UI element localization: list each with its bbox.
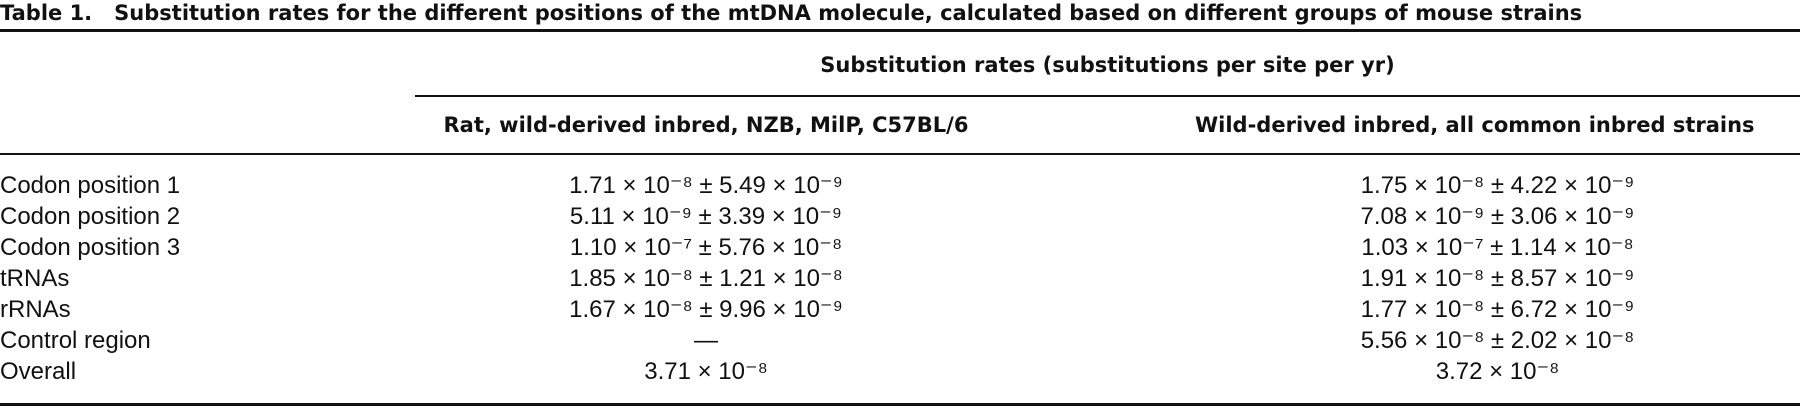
table-row: Control region — 5.56 × 10⁻⁸ ± 2.02 × 10…: [0, 327, 1800, 358]
table-row: Codon position 1 1.71 × 10⁻⁸ ± 5.49 × 10…: [0, 172, 1800, 203]
rate-cell-rat-group: 1.71 × 10⁻⁸ ± 5.49 × 10⁻⁹: [569, 172, 843, 199]
rate-cell-rat-group: —: [694, 327, 718, 354]
column-header-common-inbred-group: Wild-derived inbred, all common inbred s…: [1195, 113, 1755, 137]
rate-cell-common-inbred-group: 1.77 × 10⁻⁸ ± 6.72 × 10⁻⁹: [1360, 296, 1635, 323]
row-label: Codon position 1: [0, 172, 181, 199]
row-label: Codon position 2: [0, 203, 181, 230]
row-label: tRNAs: [0, 265, 70, 292]
table-row: Codon position 3 1.10 × 10⁻⁷ ± 5.76 × 10…: [0, 234, 1800, 265]
rate-cell-rat-group: 1.67 × 10⁻⁸ ± 9.96 × 10⁻⁹: [569, 296, 843, 323]
table-caption-label: Table 1.: [0, 1, 93, 25]
rate-cell-common-inbred-group: 5.56 × 10⁻⁸ ± 2.02 × 10⁻⁸: [1360, 327, 1635, 354]
top-rule: [0, 29, 1800, 32]
spanning-column-header: Substitution rates (substitutions per si…: [820, 53, 1395, 77]
spanner-rule: [415, 95, 1800, 97]
table-row: Overall 3.71 × 10⁻⁸ 3.72 × 10⁻⁸: [0, 358, 1800, 389]
row-label: Codon position 3: [0, 234, 181, 261]
row-label: rRNAs: [0, 296, 71, 323]
bottom-rule: [0, 403, 1800, 406]
table-row: tRNAs 1.85 × 10⁻⁸ ± 1.21 × 10⁻⁸ 1.91 × 1…: [0, 265, 1800, 296]
table-body: Codon position 1 1.71 × 10⁻⁸ ± 5.49 × 10…: [0, 172, 1800, 389]
rate-cell-rat-group: 5.11 × 10⁻⁹ ± 3.39 × 10⁻⁹: [569, 203, 843, 230]
row-label: Control region: [0, 327, 151, 354]
rate-cell-common-inbred-group: 1.75 × 10⁻⁸ ± 4.22 × 10⁻⁹: [1360, 172, 1635, 199]
rate-cell-rat-group: 1.85 × 10⁻⁸ ± 1.21 × 10⁻⁸: [569, 265, 843, 292]
rate-cell-common-inbred-group: 3.72 × 10⁻⁸: [1435, 358, 1560, 385]
table-row: Codon position 2 5.11 × 10⁻⁹ ± 3.39 × 10…: [0, 203, 1800, 234]
table-caption-text: Substitution rates for the different pos…: [114, 1, 1583, 25]
row-label: Overall: [0, 358, 77, 385]
column-header-rat-group: Rat, wild-derived inbred, NZB, MilP, C57…: [443, 113, 969, 137]
table-row: rRNAs 1.67 × 10⁻⁸ ± 9.96 × 10⁻⁹ 1.77 × 1…: [0, 296, 1800, 327]
header-rule: [0, 153, 1800, 155]
rate-cell-common-inbred-group: 1.91 × 10⁻⁸ ± 8.57 × 10⁻⁹: [1360, 265, 1635, 292]
rate-cell-rat-group: 1.10 × 10⁻⁷ ± 5.76 × 10⁻⁸: [569, 234, 843, 261]
rate-cell-common-inbred-group: 1.03 × 10⁻⁷ ± 1.14 × 10⁻⁸: [1361, 234, 1634, 261]
rate-cell-common-inbred-group: 7.08 × 10⁻⁹ ± 3.06 × 10⁻⁹: [1360, 203, 1635, 230]
rate-cell-rat-group: 3.71 × 10⁻⁸: [644, 358, 768, 385]
table-caption: Table 1. Substitution rates for the diffe…: [0, 0, 1800, 26]
